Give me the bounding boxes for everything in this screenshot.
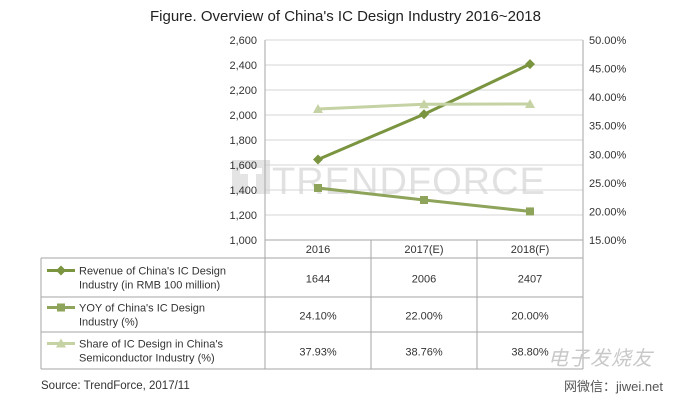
right-axis-tick-label: 40.00% <box>589 92 627 104</box>
category-label: 2017(E) <box>404 244 443 256</box>
chart-title: Figure. Overview of China's IC Design In… <box>150 8 541 25</box>
left-axis-tick-label: 2,400 <box>229 60 257 72</box>
legend-label: Revenue of China's IC Design <box>79 266 226 278</box>
data-point <box>526 207 534 216</box>
data-label: 37.93% <box>299 347 337 359</box>
data-point <box>419 99 429 109</box>
right-axis-tick-label: 15.00% <box>589 235 627 247</box>
left-axis-tick-label: 1,400 <box>229 185 257 197</box>
legend-key-marker <box>56 338 66 348</box>
category-label: 2016 <box>306 244 330 256</box>
right-axis-tick-label: 35.00% <box>589 121 627 133</box>
watermark-logo-mark-cut <box>248 174 256 194</box>
data-label: 1644 <box>306 274 330 286</box>
data-point <box>420 196 428 204</box>
watermark-site-text: 网微信：jiwei.net <box>564 379 663 394</box>
legend-label: YOY of China's IC Design <box>79 303 205 315</box>
left-axis-tick-label: 1,800 <box>229 135 257 147</box>
right-axis-tick-label: 25.00% <box>589 178 627 190</box>
corner-watermark: 电子发烧友 网微信：jiwei.net <box>540 340 690 396</box>
left-axis-tick-label: 1,200 <box>229 210 257 222</box>
data-point <box>525 59 535 70</box>
data-label: 22.00% <box>405 311 443 323</box>
data-label: 2006 <box>412 274 436 286</box>
category-label: 2018(F) <box>511 244 550 256</box>
legend-label: Share of IC Design in China's <box>79 339 223 351</box>
legend-key-marker <box>56 265 66 276</box>
trendforce-watermark: TRENDFORCE <box>232 160 546 203</box>
data-point <box>525 99 535 108</box>
data-point <box>314 184 322 192</box>
watermark-logo-text: 电子发烧友 <box>548 348 653 370</box>
data-point <box>313 154 323 165</box>
data-label: 2407 <box>518 274 542 286</box>
watermark-logo-mark <box>232 160 270 194</box>
left-axis-tick-label: 1,600 <box>229 160 257 172</box>
right-axis-tick-label: 50.00% <box>589 35 627 47</box>
legend-key-marker <box>57 303 65 312</box>
data-point <box>419 109 429 120</box>
right-axis-tick-label: 20.00% <box>589 206 627 218</box>
data-label: 38.80% <box>511 347 549 359</box>
legend-label: Industry (%) <box>79 317 138 329</box>
watermark-logo-mark-cut <box>240 168 262 174</box>
data-label: 20.00% <box>511 311 549 323</box>
left-axis-tick-label: 2,600 <box>229 35 257 47</box>
left-axis-tick-label: 1,000 <box>229 235 257 247</box>
data-label: 38.76% <box>405 347 443 359</box>
legend-label: Semiconductor Industry (%) <box>79 353 215 365</box>
source-note: Source: TrendForce, 2017/11 <box>41 380 190 392</box>
data-label: 24.10% <box>299 311 337 323</box>
right-axis-tick-label: 45.00% <box>589 64 627 76</box>
watermark-text: TRENDFORCE <box>272 161 546 203</box>
legend-label: Industry (in RMB 100 million) <box>79 280 220 292</box>
left-axis-tick-label: 2,000 <box>229 110 257 122</box>
data-point <box>313 103 323 113</box>
right-axis-tick-label: 30.00% <box>589 149 627 161</box>
left-axis-tick-label: 2,200 <box>229 85 257 97</box>
